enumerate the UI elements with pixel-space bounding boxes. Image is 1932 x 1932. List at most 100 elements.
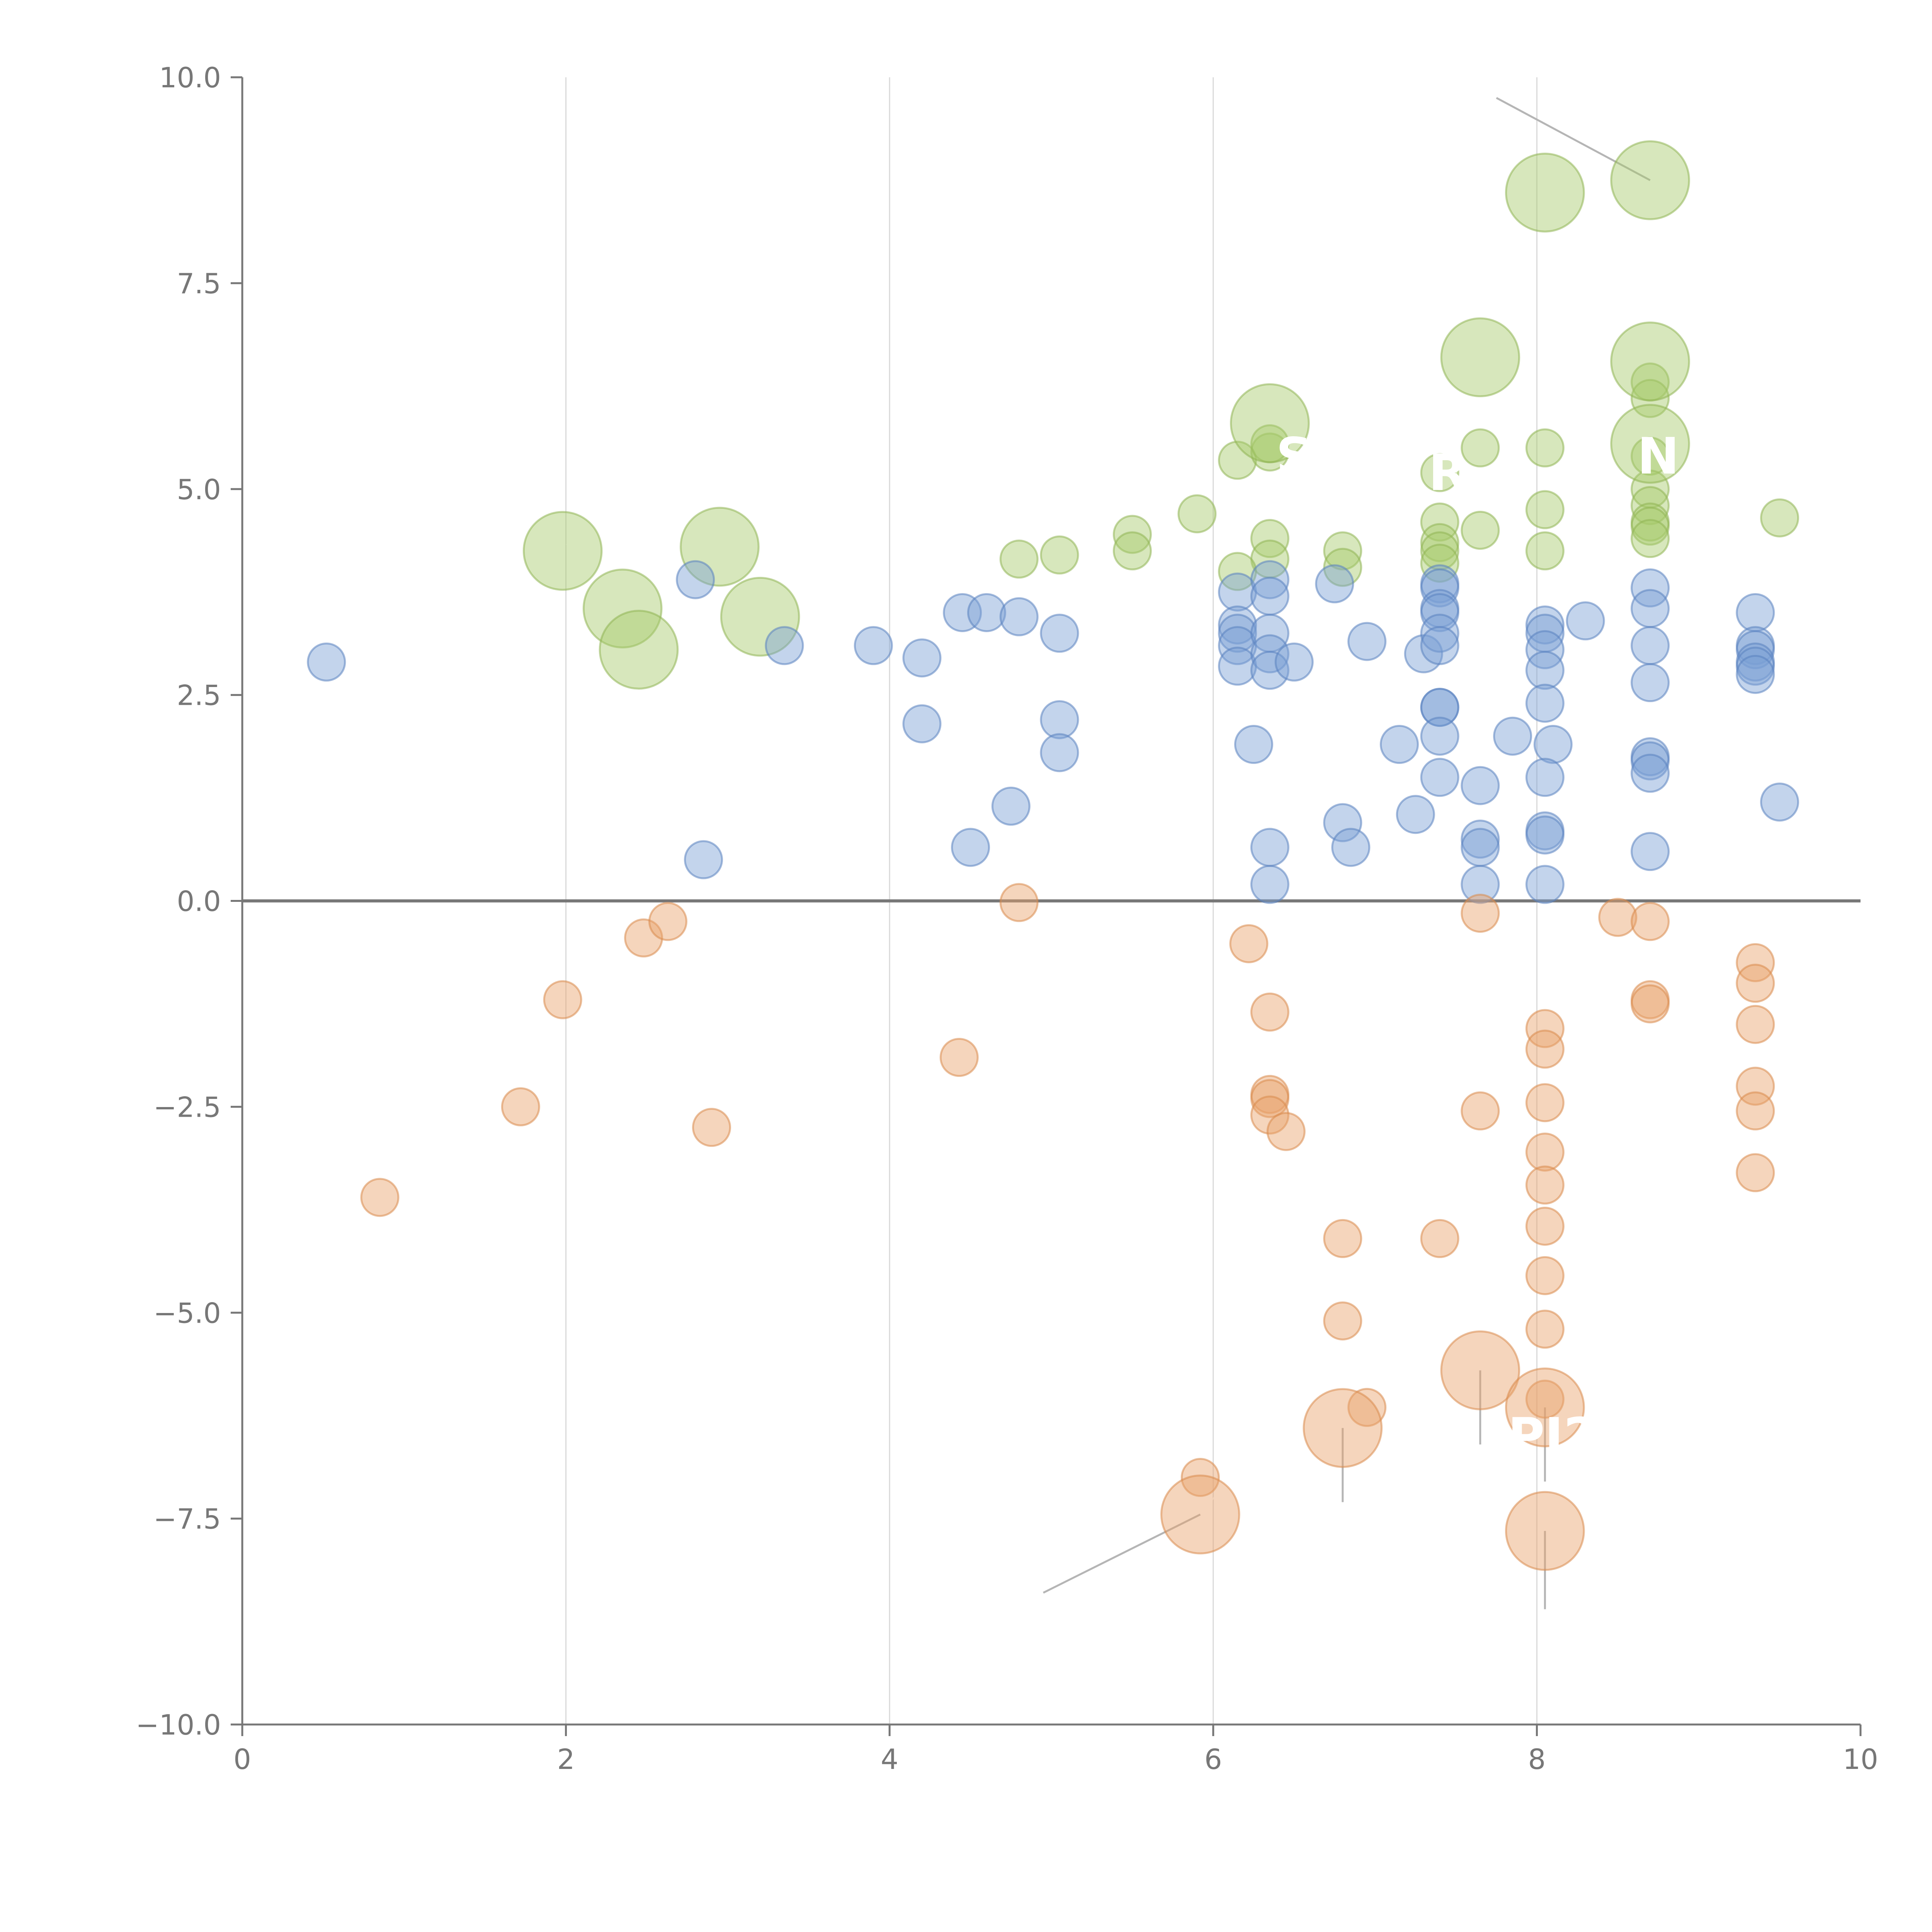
blue-bubble <box>1379 725 1419 764</box>
blue-bubble <box>1396 795 1435 834</box>
green-bubble <box>1505 153 1585 233</box>
green-bubble <box>1250 519 1289 558</box>
blue-bubble <box>1525 684 1565 723</box>
orange-bubble <box>1461 1091 1500 1131</box>
blue-bubble <box>1631 589 1670 628</box>
green-bubble <box>720 577 800 657</box>
blue-bubble <box>1631 663 1670 702</box>
leader-line <box>1496 97 1651 181</box>
blue-bubble <box>1218 605 1257 645</box>
blue-bubble <box>1525 630 1565 669</box>
orange-bubble <box>1525 1083 1565 1122</box>
green-bubble <box>1525 428 1565 468</box>
blue-bubble <box>1461 828 1500 867</box>
orange-bubble <box>1180 1458 1220 1497</box>
blue-bubble <box>1331 828 1371 867</box>
bubble-inner-mark <box>1548 1505 1567 1526</box>
green-bubble <box>1631 436 1670 476</box>
green-bubble <box>1420 453 1459 492</box>
orange-bubble <box>1736 943 1775 982</box>
orange-bubble <box>1160 1475 1240 1554</box>
green-bubble <box>1760 498 1799 537</box>
blue-bubble <box>1315 564 1354 604</box>
orange-bubble <box>939 1037 979 1077</box>
green-bubble <box>1631 379 1670 418</box>
green-bubble <box>1631 486 1670 525</box>
blue-bubble <box>1250 651 1289 690</box>
blue-bubble <box>1250 560 1289 599</box>
orange-bubble <box>1250 1095 1289 1135</box>
blue-bubble <box>1274 642 1314 682</box>
orange-bubble <box>1736 1091 1775 1131</box>
bubble-inner-mark <box>723 521 742 542</box>
orange-bubble <box>1525 1256 1565 1295</box>
bubble-inner-mark <box>1653 155 1672 175</box>
orange-bubble <box>1420 1219 1459 1258</box>
blue-bubble <box>1760 782 1799 822</box>
blue-bubble <box>1631 832 1670 871</box>
blue-bubble <box>1347 622 1387 661</box>
bubble-inner-mark <box>1483 1345 1502 1365</box>
x-tick-label: 2 <box>557 1743 575 1776</box>
bubble-inner-mark <box>566 525 585 546</box>
orange-bubble <box>692 1108 731 1147</box>
orange-bubble <box>1525 1029 1565 1069</box>
orange-bubble <box>1525 1310 1565 1349</box>
blue-bubble <box>1461 820 1500 859</box>
blue-bubble <box>1736 646 1775 686</box>
green-bubble <box>1177 494 1217 534</box>
y-tick-label: 10.0 <box>159 61 221 94</box>
blue-bubble <box>1533 725 1573 764</box>
y-tick-label: 2.5 <box>177 679 221 712</box>
green-bubble <box>582 568 663 649</box>
bubble-inner-mark <box>1273 397 1292 418</box>
green-bubble <box>1218 552 1257 591</box>
blue-bubble <box>1566 601 1605 641</box>
green-bubble <box>1461 510 1500 550</box>
green-bubble <box>1631 519 1670 558</box>
orange-bubble <box>1303 1388 1383 1468</box>
green-bubble <box>522 511 603 591</box>
orange-bubble <box>1323 1219 1362 1258</box>
green-bubble <box>1112 531 1152 571</box>
blue-bubble <box>1420 614 1459 653</box>
green-bubble <box>599 610 679 690</box>
orange-bubble <box>1525 1133 1565 1172</box>
bubble-layer <box>307 140 1799 1571</box>
orange-bubble <box>1250 992 1289 1032</box>
green-bubble <box>1610 140 1690 220</box>
blue-bubble <box>902 638 942 678</box>
orange-bubble <box>648 902 687 941</box>
orange-bubble <box>1525 1165 1565 1205</box>
bubble-inner-mark <box>1653 336 1672 356</box>
y-tick-label: 5.0 <box>177 473 221 506</box>
bubble-inner-mark <box>763 591 782 612</box>
green-bubble <box>1420 523 1459 562</box>
bubble-inner-mark <box>1346 1402 1365 1423</box>
orange-bubble <box>360 1178 400 1217</box>
green-bubble <box>1461 428 1500 468</box>
green-bubble <box>1610 404 1690 484</box>
blue-bubble <box>991 786 1031 826</box>
blue-bubble <box>1250 828 1289 867</box>
orange-bubble <box>1631 984 1670 1024</box>
orange-bubble <box>999 883 1039 922</box>
blue-bubble <box>1631 626 1670 665</box>
blue-bubble <box>1040 614 1079 653</box>
blue-bubble <box>1461 865 1500 904</box>
blue-bubble <box>1736 655 1775 694</box>
blue-bubble <box>1040 733 1079 772</box>
x-tick-label: 8 <box>1528 1743 1546 1776</box>
blue-bubble <box>1420 716 1459 756</box>
orange-bubble <box>1250 1079 1289 1118</box>
blue-bubble <box>307 642 346 682</box>
x-tick-label: 4 <box>881 1743 898 1776</box>
annotation-layer: S R N PI2 <box>1276 427 1679 1465</box>
x-tick-label: 0 <box>233 1743 251 1776</box>
y-tick-label: 0.0 <box>177 885 221 918</box>
blue-bubble <box>1420 626 1459 665</box>
orange-bubble <box>624 918 663 957</box>
y-tick-label: −5.0 <box>153 1297 221 1329</box>
